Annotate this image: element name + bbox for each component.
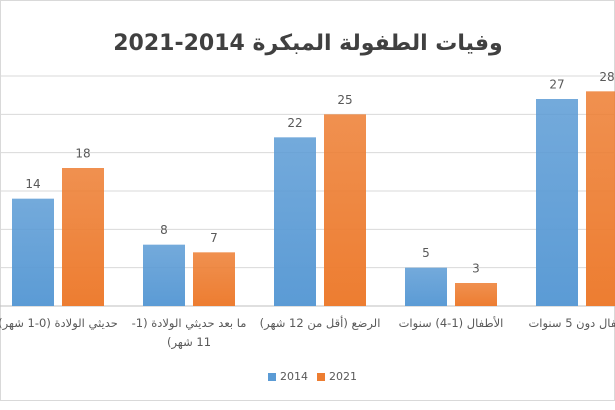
bar: [193, 252, 235, 306]
x-tick-label-box: الأطفال دون 5 سنوات: [528, 316, 615, 330]
legend-label: 2021: [329, 370, 357, 383]
legend-swatch: [317, 373, 325, 381]
bar: [12, 198, 54, 306]
legend-swatch: [268, 373, 276, 381]
bar: [143, 244, 185, 306]
value-label: 8: [160, 223, 168, 237]
x-tick-label: الأطفال دون 5 سنوات: [528, 316, 615, 330]
value-label: 3: [472, 262, 480, 276]
x-tick-label: حديثي الولادة (0-1 شهر): [0, 316, 118, 330]
bar: [62, 168, 104, 306]
bar: [536, 99, 578, 306]
value-label: 28: [599, 70, 614, 84]
x-tick-label: ما بعد حديثي الولادة (1-11 شهر): [131, 316, 247, 349]
bar: [586, 91, 615, 306]
bar: [455, 283, 497, 306]
value-label: 25: [337, 93, 352, 107]
value-label: 14: [25, 177, 40, 191]
x-tick-label: الرضع (أقل من 12 شهر): [259, 316, 381, 330]
value-label: 27: [549, 78, 564, 92]
x-tick-label-box: الرضع (أقل من 12 شهر): [259, 316, 381, 330]
bar: [324, 114, 366, 306]
legend-label: 2014: [280, 370, 308, 383]
chart-title: وفيات الطفولة المبكرة 2014-2021: [113, 31, 502, 56]
value-label: 7: [210, 231, 218, 245]
x-tick-label-box: الأطفال (1-4) سنوات: [398, 316, 504, 330]
x-tick-label: الأطفال (1-4) سنوات: [398, 316, 504, 330]
value-label: 5: [422, 246, 430, 260]
bar: [405, 267, 447, 306]
value-label: 22: [287, 116, 302, 130]
bar: [274, 137, 316, 306]
x-tick-label-box: حديثي الولادة (0-1 شهر): [0, 316, 118, 330]
value-label: 18: [75, 147, 90, 161]
x-tick-label-box: ما بعد حديثي الولادة (1-11 شهر): [131, 316, 247, 349]
